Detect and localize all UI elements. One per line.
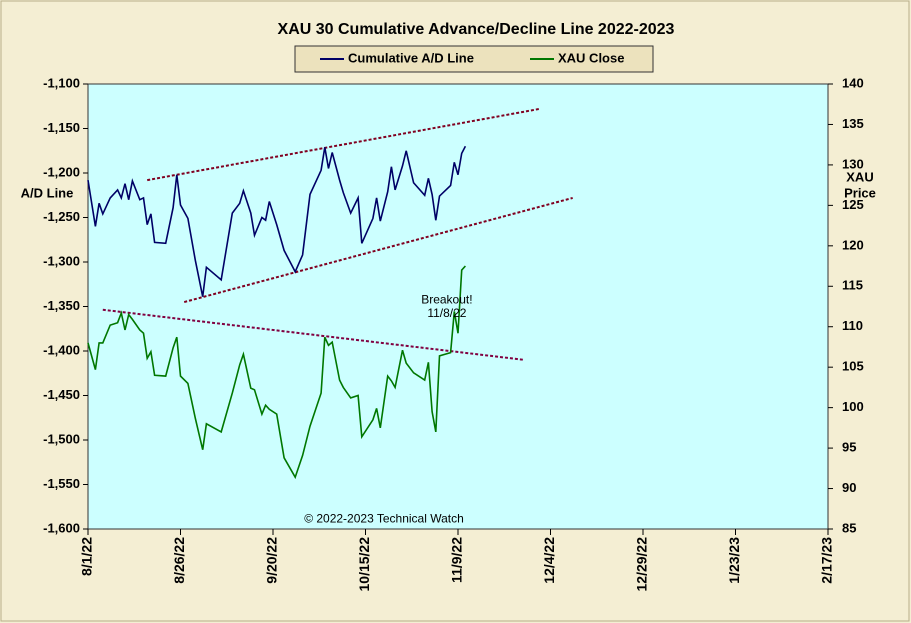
- legend: [294, 45, 654, 73]
- y-tick-label: -1,200: [43, 164, 80, 179]
- y2-tick-label: 120: [842, 237, 864, 252]
- y2-axis-label: XAU: [846, 169, 873, 184]
- y-tick-label: -1,350: [43, 298, 80, 313]
- y-tick-label: -1,500: [43, 431, 80, 446]
- y2-axis-label: Price: [844, 185, 876, 200]
- annotation: © 2022-2023 Technical Watch: [304, 511, 464, 525]
- y2-tick-label: 130: [842, 156, 864, 171]
- y2-tick-label: 140: [842, 75, 864, 90]
- y2-tick-label: 105: [842, 359, 864, 374]
- y-axis-label: A/D Line: [21, 185, 74, 200]
- legend-label: Cumulative A/D Line: [348, 50, 474, 65]
- y2-tick-label: 90: [842, 480, 856, 495]
- y2-tick-label: 95: [842, 440, 856, 455]
- y-tick-label: -1,150: [43, 120, 80, 135]
- x-tick-label: 12/29/22: [634, 537, 650, 592]
- trend-line: [102, 308, 525, 361]
- x-tick-label: 12/4/22: [541, 537, 557, 584]
- y-tick-label: -1,300: [43, 253, 80, 268]
- legend-label: XAU Close: [558, 50, 624, 65]
- plot-area: [87, 83, 829, 530]
- y-tick-label: -1,400: [43, 342, 80, 357]
- y-tick-label: -1,600: [43, 520, 80, 535]
- y2-tick-label: 115: [842, 278, 863, 293]
- x-tick-label: 8/1/22: [79, 537, 95, 576]
- annotation: Breakout!: [421, 292, 472, 306]
- x-tick-label: 9/20/22: [264, 537, 280, 584]
- y-tick-label: -1,250: [43, 209, 80, 224]
- x-tick-label: 2/17/23: [819, 537, 835, 584]
- x-tick-label: 8/26/22: [171, 537, 187, 584]
- chart-title: XAU 30 Cumulative Advance/Decline Line 2…: [278, 21, 675, 38]
- y2-tick-label: 110: [842, 318, 863, 333]
- annotation: 11/8/22: [427, 306, 466, 320]
- y2-tick-label: 135: [842, 116, 864, 131]
- x-tick-label: 1/23/23: [726, 537, 742, 584]
- x-tick-label: 11/9/22: [449, 537, 465, 583]
- trend-line: [183, 196, 573, 304]
- series-line: [87, 265, 466, 480]
- y-tick-label: -1,100: [43, 75, 80, 90]
- y2-tick-label: 125: [842, 197, 864, 212]
- series-line: [87, 145, 467, 297]
- y2-tick-label: 100: [842, 399, 864, 414]
- x-tick-label: 10/15/22: [356, 537, 372, 592]
- y2-tick-label: 85: [842, 520, 856, 535]
- y-tick-label: -1,550: [43, 476, 80, 491]
- trend-line: [147, 107, 540, 182]
- y-tick-label: -1,450: [43, 387, 80, 402]
